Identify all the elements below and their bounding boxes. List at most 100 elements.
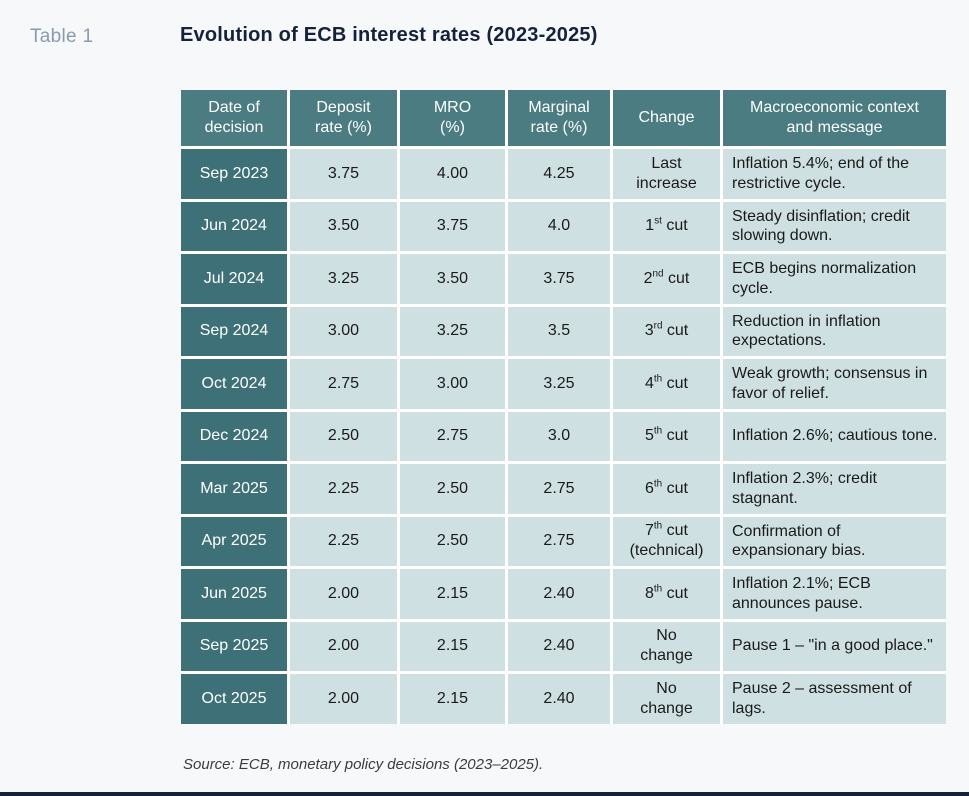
context-cell: Inflation 5.4%; end of the restrictive c… xyxy=(723,149,946,199)
date-cell: Apr 2025 xyxy=(181,516,287,566)
change-text-pre: 2 xyxy=(643,269,653,287)
change-text-pre: No change xyxy=(640,679,693,717)
header-cell: Marginal rate (%) xyxy=(508,90,610,146)
change-text-post: cut xyxy=(663,269,690,287)
change-text: 4th cut xyxy=(616,374,717,394)
change-cell: 5th cut xyxy=(613,411,720,461)
context-cell: Inflation 2.6%; cautious tone. xyxy=(723,411,946,461)
ordinal-suffix: nd xyxy=(652,268,664,280)
marginal-rate-cell: 2.40 xyxy=(508,569,610,619)
mro-rate-cell: 2.15 xyxy=(400,569,505,619)
header-cell: Change xyxy=(613,90,720,146)
change-cell: Last increase xyxy=(613,149,720,199)
date-cell: Sep 2023 xyxy=(181,149,287,199)
ordinal-suffix: rd xyxy=(653,320,663,332)
context-cell: Steady disinflation; credit slowing down… xyxy=(723,201,946,251)
ordinal-suffix: th xyxy=(653,478,663,490)
marginal-rate-cell: 3.25 xyxy=(508,359,610,409)
context-cell: Pause 2 – assessment of lags. xyxy=(723,674,946,724)
marginal-rate-cell: 3.0 xyxy=(508,411,610,461)
context-cell: Pause 1 – "in a good place." xyxy=(723,621,946,671)
change-text-pre: 7 xyxy=(645,522,654,540)
marginal-rate-cell: 3.5 xyxy=(508,306,610,356)
change-cell: 8th cut xyxy=(613,569,720,619)
marginal-rate-cell: 2.75 xyxy=(508,464,610,514)
mro-rate-cell: 3.75 xyxy=(400,201,505,251)
context-cell: Reduction in inflation expectations. xyxy=(723,306,946,356)
change-text-post: cut xyxy=(662,584,688,602)
change-text: 3rd cut xyxy=(616,321,717,341)
change-text-pre: 8 xyxy=(645,584,654,602)
context-cell: Inflation 2.1%; ECB announces pause. xyxy=(723,569,946,619)
deposit-rate-cell: 3.25 xyxy=(290,254,397,304)
mro-rate-cell: 3.25 xyxy=(400,306,505,356)
date-cell: Dec 2024 xyxy=(181,411,287,461)
mro-rate-cell: 2.15 xyxy=(400,674,505,724)
marginal-rate-cell: 4.0 xyxy=(508,201,610,251)
change-text: 7th cut (technical) xyxy=(616,521,717,561)
context-cell: Confirmation of expansionary bias. xyxy=(723,516,946,566)
change-text-pre: 6 xyxy=(645,479,654,497)
change-text-pre: 5 xyxy=(645,427,654,445)
deposit-rate-cell: 3.75 xyxy=(290,149,397,199)
change-text-pre: 3 xyxy=(644,322,654,340)
change-text: 5th cut xyxy=(616,426,717,446)
change-cell: 2nd cut xyxy=(613,254,720,304)
change-cell: 6th cut xyxy=(613,464,720,514)
deposit-rate-cell: 2.25 xyxy=(290,516,397,566)
change-text: 8th cut xyxy=(616,584,717,604)
date-cell: Oct 2024 xyxy=(181,359,287,409)
mro-rate-cell: 2.15 xyxy=(400,621,505,671)
ordinal-suffix: st xyxy=(654,215,662,227)
change-cell: 4th cut xyxy=(613,359,720,409)
ordinal-suffix: th xyxy=(653,425,663,437)
date-cell: Jun 2025 xyxy=(181,569,287,619)
marginal-rate-cell: 3.75 xyxy=(508,254,610,304)
date-cell: Jul 2024 xyxy=(181,254,287,304)
date-cell: Mar 2025 xyxy=(181,464,287,514)
change-text: 1st cut xyxy=(616,216,717,236)
header-cell: MRO (%) xyxy=(400,90,505,146)
change-text-pre: Last increase xyxy=(636,154,697,192)
change-text: Last increase xyxy=(616,154,717,194)
ordinal-suffix: th xyxy=(653,373,663,385)
deposit-rate-cell: 2.50 xyxy=(290,411,397,461)
marginal-rate-cell: 2.40 xyxy=(508,674,610,724)
change-text-post: cut xyxy=(662,322,689,340)
change-text-post: cut xyxy=(661,217,688,235)
mro-rate-cell: 4.00 xyxy=(400,149,505,199)
date-cell: Sep 2025 xyxy=(181,621,287,671)
mro-rate-cell: 3.50 xyxy=(400,254,505,304)
deposit-rate-cell: 2.75 xyxy=(290,359,397,409)
marginal-rate-cell: 2.75 xyxy=(508,516,610,566)
change-cell: No change xyxy=(613,674,720,724)
change-text-pre: 4 xyxy=(645,374,654,392)
change-text: No change xyxy=(616,679,717,719)
change-cell: 7th cut (technical) xyxy=(613,516,720,566)
change-text-pre: No change xyxy=(640,627,693,665)
change-text: No change xyxy=(616,626,717,666)
deposit-rate-cell: 3.00 xyxy=(290,306,397,356)
header-cell: Deposit rate (%) xyxy=(290,90,397,146)
mro-rate-cell: 2.75 xyxy=(400,411,505,461)
deposit-rate-cell: 3.50 xyxy=(290,201,397,251)
mro-rate-cell: 2.50 xyxy=(400,516,505,566)
date-cell: Jun 2024 xyxy=(181,201,287,251)
context-cell: Weak growth; consensus in favor of relie… xyxy=(723,359,946,409)
source-note: Source: ECB, monetary policy decisions (… xyxy=(183,756,544,773)
change-text-post: cut (technical) xyxy=(629,522,704,560)
change-cell: 1st cut xyxy=(613,201,720,251)
change-text-pre: 1 xyxy=(645,217,655,235)
ordinal-suffix: th xyxy=(653,520,663,532)
ordinal-suffix: th xyxy=(653,583,663,595)
deposit-rate-cell: 2.00 xyxy=(290,621,397,671)
marginal-rate-cell: 4.25 xyxy=(508,149,610,199)
change-cell: No change xyxy=(613,621,720,671)
context-cell: ECB begins normalization cycle. xyxy=(723,254,946,304)
page-title: Evolution of ECB interest rates (2023-20… xyxy=(180,24,598,46)
change-text-post: cut xyxy=(662,374,688,392)
bottom-accent-bar xyxy=(0,792,969,796)
change-cell: 3rd cut xyxy=(613,306,720,356)
context-cell: Inflation 2.3%; credit stagnant. xyxy=(723,464,946,514)
date-cell: Sep 2024 xyxy=(181,306,287,356)
